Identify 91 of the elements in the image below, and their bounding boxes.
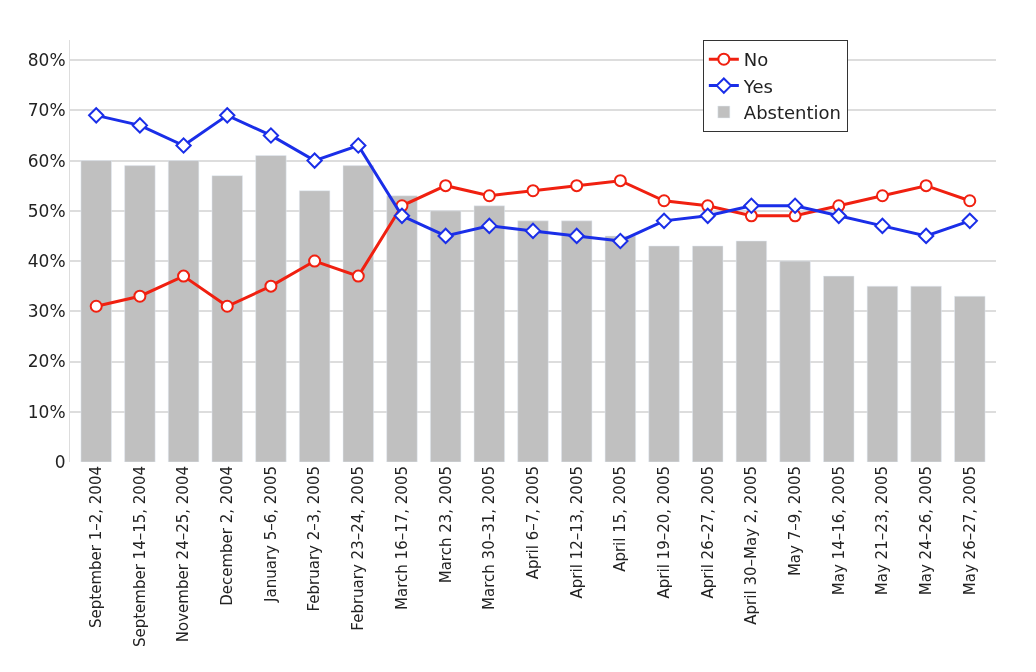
- point: [89, 299, 103, 313]
- bar: [430, 210, 462, 462]
- y-tick-label: 20%: [27, 351, 66, 372]
- x-tick-label: December 2, 2004: [218, 466, 237, 606]
- x-tick-label: February 23–24, 2005: [349, 466, 368, 631]
- x-tick-label: April 26–27, 2005: [698, 466, 717, 599]
- bar: [735, 240, 767, 462]
- point: [919, 179, 933, 193]
- x-tick-label: March 30–31, 2005: [480, 466, 499, 610]
- point: [133, 289, 147, 303]
- point: [874, 217, 891, 235]
- point: [613, 174, 627, 188]
- point: [351, 269, 365, 283]
- point: [830, 207, 847, 224]
- point: [526, 184, 540, 198]
- y-tick-label: 80%: [27, 50, 66, 71]
- point: [437, 227, 454, 245]
- point: [264, 279, 278, 293]
- bar: [168, 160, 200, 462]
- y-tick-label: 30%: [27, 301, 66, 322]
- bar: [80, 160, 112, 462]
- point: [917, 227, 935, 245]
- x-tick-label: March 16–17, 2005: [392, 466, 411, 610]
- x-tick-label: September 1–2, 2004: [87, 466, 106, 628]
- x-tick-label: April 15, 2005: [611, 466, 630, 572]
- legend-label: Abstention: [743, 102, 841, 124]
- x-tick-label: May 24–26, 2005: [916, 466, 935, 596]
- point: [699, 207, 716, 224]
- bar: [517, 220, 549, 462]
- x-tick-label: April 12–13, 2005: [567, 466, 586, 599]
- x-tick-label: November 24–25, 2004: [174, 466, 193, 643]
- point: [786, 197, 804, 214]
- point: [482, 189, 496, 203]
- point: [743, 197, 760, 214]
- point: [88, 107, 105, 124]
- x-tick-label: February 2–3, 2005: [305, 466, 324, 612]
- point: [350, 137, 367, 154]
- x-tick-label: March 23, 2005: [436, 466, 455, 584]
- point: [963, 194, 977, 208]
- point: [481, 217, 498, 235]
- x-tick-label: May 21–23, 2005: [873, 466, 892, 596]
- x-tick-label: September 14–15, 2004: [130, 466, 149, 648]
- legend-label: No: [743, 49, 769, 71]
- x-tick-label: April 6–7, 2005: [523, 466, 542, 580]
- point: [568, 227, 585, 245]
- bar: [473, 205, 505, 462]
- bar: [823, 275, 855, 462]
- bar: [211, 175, 243, 462]
- point: [131, 117, 149, 134]
- bar: [954, 295, 986, 462]
- point: [655, 212, 673, 230]
- x-tick-label: May 26–27, 2005: [960, 466, 979, 596]
- bar: [342, 165, 374, 462]
- point: [308, 254, 322, 268]
- bar: [866, 285, 898, 462]
- bar: [255, 155, 287, 462]
- legend-label: Yes: [742, 75, 773, 97]
- y-tick-label: 40%: [27, 251, 66, 271]
- bar: [561, 220, 593, 462]
- point: [262, 127, 280, 144]
- bar: [910, 285, 942, 462]
- point: [657, 194, 671, 208]
- point: [220, 299, 234, 313]
- x-tick-label: May 7–9, 2005: [785, 466, 804, 577]
- point: [177, 269, 191, 283]
- point: [439, 179, 453, 193]
- y-tick-label: 60%: [27, 150, 66, 171]
- point: [875, 189, 889, 203]
- point: [393, 207, 411, 224]
- bar: [604, 235, 636, 462]
- x-tick-label: May 14–16, 2005: [829, 466, 848, 596]
- bar: [386, 195, 418, 462]
- bar: [692, 245, 724, 462]
- point: [306, 152, 323, 169]
- bar: [779, 260, 811, 462]
- point: [175, 137, 192, 154]
- x-tick-label: April 19–20, 2005: [654, 466, 673, 599]
- y-tick-label: 10%: [27, 401, 66, 422]
- y-tick-label: 50%: [27, 200, 66, 221]
- point: [570, 179, 584, 193]
- y-tick-label: 70%: [27, 100, 66, 121]
- y-tick-label: 0: [54, 451, 66, 472]
- point: [961, 212, 978, 230]
- bar: [124, 165, 156, 462]
- x-tick-label: April 30–May 2, 2005: [742, 466, 761, 625]
- x-tick-label: January 5–6, 2005: [261, 466, 280, 603]
- bar: [299, 190, 331, 462]
- point: [524, 222, 542, 240]
- point: [219, 107, 236, 124]
- bar: [648, 245, 680, 462]
- point: [612, 232, 629, 250]
